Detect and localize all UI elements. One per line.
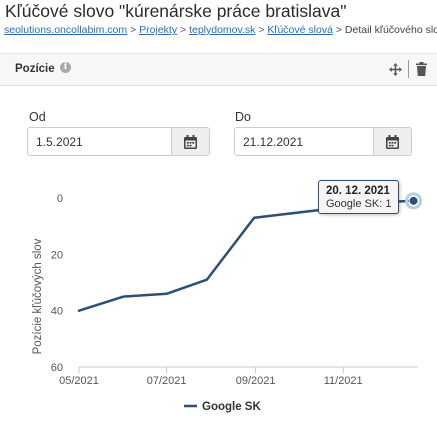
x-tick-label: 09/2021 (236, 375, 276, 387)
x-tick-label: 07/2021 (147, 375, 187, 387)
date-to-label: Do (235, 110, 251, 124)
breadcrumb-separator: > (130, 24, 137, 36)
date-from-label: Od (29, 110, 46, 124)
y-tick-label: 60 (51, 362, 63, 374)
x-tick-label: 05/2021 (59, 375, 99, 387)
date-from-group (27, 127, 210, 156)
calendar-icon (184, 134, 197, 149)
breadcrumb-link-project[interactable]: teplydomov.sk (189, 24, 256, 36)
breadcrumb-current: Detail kľúčového slova (344, 24, 437, 36)
calendar-icon (386, 134, 399, 149)
date-to-input[interactable] (235, 128, 373, 155)
panel-header: Pozície i (0, 53, 437, 86)
breadcrumb-link-projects[interactable]: Projekty (139, 24, 178, 36)
y-axis-title: Pozície kľúčových slov (32, 238, 44, 354)
header-divider (408, 60, 409, 78)
chart-tooltip: 20. 12. 2021 Google SK: 1 (318, 180, 399, 214)
trash-icon[interactable] (416, 62, 427, 76)
x-tick-label: 11/2021 (324, 375, 363, 387)
date-to-group (234, 127, 412, 156)
tooltip-series: Google SK (326, 198, 380, 210)
info-icon[interactable]: i (60, 62, 71, 73)
y-tick-label: 0 (57, 193, 63, 205)
breadcrumb-separator: > (335, 24, 342, 36)
series-line-google-sk (77, 199, 415, 312)
y-tick-label: 40 (51, 306, 63, 318)
panel-title: Pozície (15, 63, 55, 75)
y-tick-label: 20 (51, 249, 63, 261)
data-point-marker (408, 195, 419, 206)
breadcrumb-link-domain[interactable]: seolutions.oncollabim.com (4, 24, 128, 36)
date-to-calendar-button[interactable] (373, 128, 411, 155)
breadcrumb-separator: > (180, 24, 187, 36)
breadcrumb: seolutions.oncollabim.com > Projekty > t… (4, 24, 437, 36)
hover-halo (405, 192, 423, 210)
date-from-input[interactable] (28, 128, 171, 155)
date-from-calendar-button[interactable] (171, 128, 209, 155)
breadcrumb-separator: > (258, 24, 265, 36)
move-icon[interactable] (389, 63, 402, 76)
tooltip-number: 1 (385, 198, 392, 210)
legend-label: Google SK (202, 401, 261, 413)
tooltip-value: Google SK: 1 (326, 198, 392, 210)
page-title: Kľúčové slovo "kúrenárske práce bratisla… (5, 1, 347, 21)
breadcrumb-link-keywords[interactable]: Kľúčové slová (267, 24, 333, 36)
tooltip-date: 20. 12. 2021 (326, 185, 390, 197)
